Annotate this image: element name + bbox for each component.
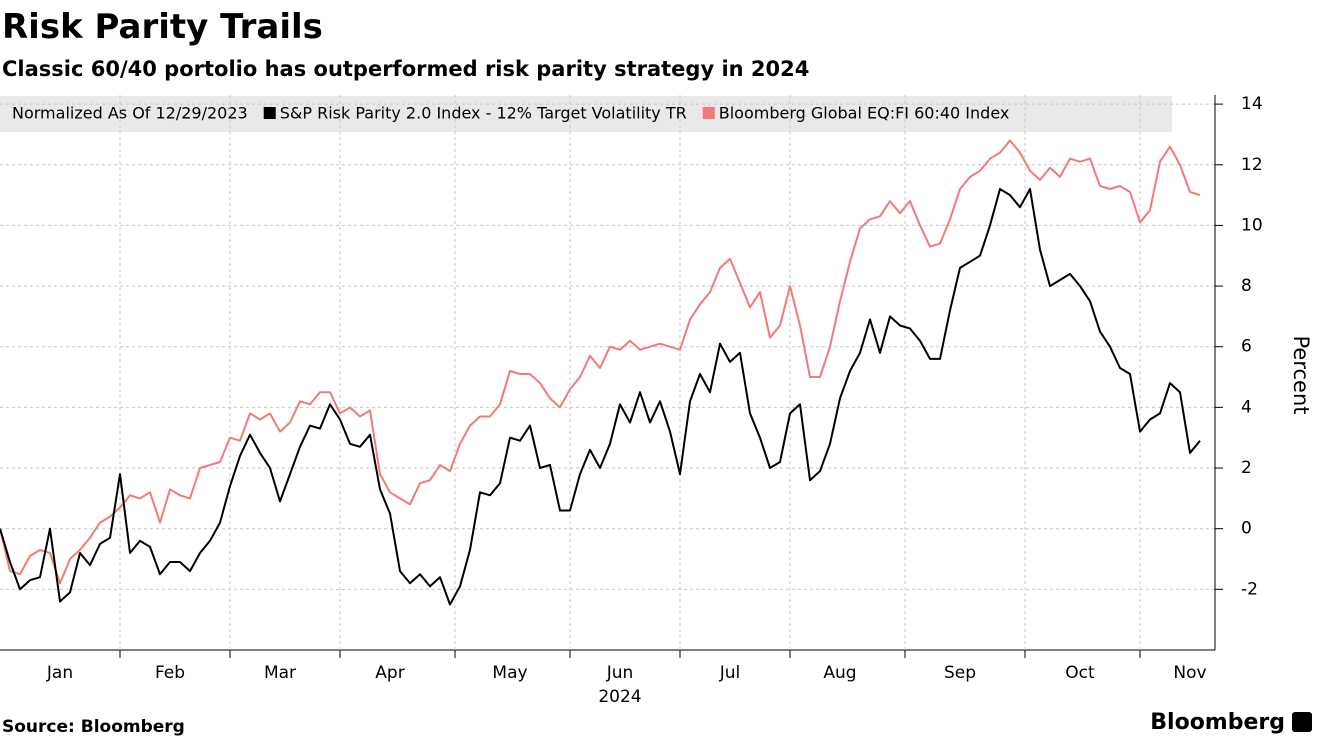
x-tick-label: Jun	[606, 663, 634, 683]
legend-label: S&P Risk Parity 2.0 Index - 12% Target V…	[280, 104, 687, 123]
y-tick-label: 10	[1241, 215, 1263, 235]
legend-background	[0, 96, 1172, 132]
chart-subtitle: Classic 60/40 portolio has outperformed …	[2, 57, 809, 81]
legend-swatch	[263, 107, 276, 119]
series-line	[0, 139, 1201, 585]
x-tick-label: Feb	[155, 663, 185, 683]
x-tick-label: Mar	[264, 663, 296, 683]
chart-title: Risk Parity Trails	[2, 7, 323, 47]
y-tick-label: 6	[1241, 337, 1252, 357]
y-axis-label: Percent	[1289, 335, 1313, 414]
y-tick-label: 2	[1241, 458, 1252, 478]
x-tick-label: Jul	[719, 663, 741, 683]
y-tick-label: -2	[1241, 579, 1258, 599]
x-tick-label: Jan	[46, 663, 73, 683]
y-tick-label: 12	[1241, 155, 1263, 175]
x-tick-label: May	[492, 663, 527, 683]
x-tick-label: Apr	[375, 663, 404, 683]
x-tick-label: Sep	[944, 663, 976, 683]
x-tick-label: Nov	[1173, 663, 1206, 683]
x-tick-label: Oct	[1065, 663, 1095, 683]
series-line	[0, 188, 1201, 606]
y-tick-label: 14	[1241, 94, 1263, 114]
y-tick-label: 4	[1241, 397, 1252, 417]
legend-title: Normalized As Of 12/29/2023	[12, 104, 248, 123]
x-tick-label: Aug	[823, 663, 856, 683]
y-tick-label: 8	[1241, 276, 1252, 296]
legend-swatch	[702, 107, 715, 119]
legend-label: Bloomberg Global EQ:FI 60:40 Index	[719, 104, 1010, 123]
logo-icon	[1292, 712, 1312, 732]
y-tick-label: 0	[1241, 519, 1252, 539]
logo: Bloomberg	[1150, 710, 1285, 735]
x-axis-label: 2024	[598, 687, 641, 707]
source: Source: Bloomberg	[2, 717, 185, 737]
